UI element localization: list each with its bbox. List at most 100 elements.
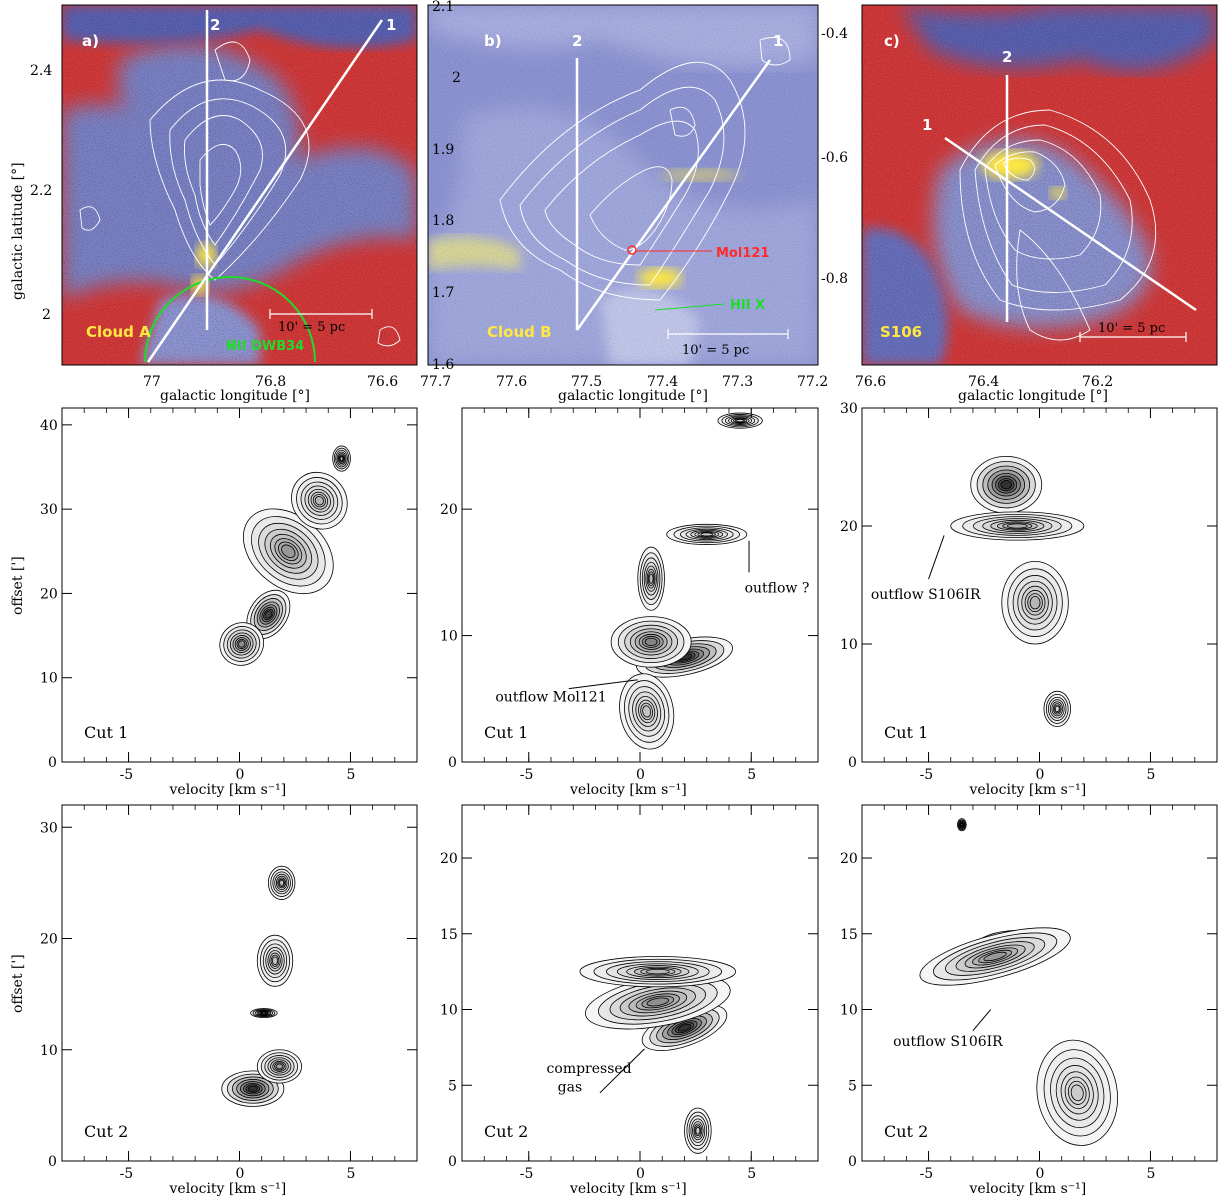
y-tick-label: 0 (48, 1154, 57, 1170)
y-tick: -0.4 (821, 26, 848, 42)
cut-label-2: 2 (210, 16, 220, 34)
annotation-pointer (928, 535, 945, 580)
x-tick-label: -5 (920, 767, 934, 783)
y-tick-label: 10 (40, 1043, 58, 1059)
y-tick-label: 5 (448, 1078, 457, 1094)
cut-label-1: 1 (386, 16, 396, 34)
x-tick: 76.8 (255, 374, 286, 390)
axis-ticks-b: 77.7 77.6 77.5 77.4 77.3 77.2 1.6 1.7 1.… (420, 0, 828, 390)
pv-plot-area (219, 445, 351, 666)
x-tick-label: 0 (236, 767, 245, 783)
y-tick-label: 10 (440, 1003, 458, 1019)
pv-contour-level (247, 1085, 258, 1092)
annotation-pointer (972, 1009, 992, 1032)
x-axis-label: velocity [km s⁻¹] (169, 782, 287, 798)
pv-contour-level (646, 997, 670, 1007)
y-tick-label: 0 (448, 1154, 457, 1170)
y-tick-label: 20 (840, 519, 858, 535)
pv-plot-area (610, 412, 763, 750)
x-tick-label: 0 (636, 1166, 645, 1182)
pv-panel-4: -5 0 5 0 10 20 30 Cut 2 velocity [km s⁻¹] offset … (10, 804, 418, 1197)
y-axis-label: offset ['] (10, 954, 26, 1013)
y-tick-label: 15 (440, 927, 458, 943)
y-tick-label: 10 (840, 637, 858, 653)
mol121-marker (627, 245, 637, 255)
panel-label: b) (484, 32, 502, 50)
panel-label: c) (884, 32, 900, 50)
y-axis-label: galactic latitude [°] (10, 162, 26, 300)
panel-label: a) (82, 32, 99, 50)
pv-annotation: gas (558, 1079, 583, 1095)
pv-plot-area (221, 865, 303, 1107)
map-panel-a: a) 2 1 Cloud A 10' = 5 pc HII DWB34 + 77… (10, 4, 418, 404)
x-axis-label: velocity [km s⁻¹] (569, 782, 687, 798)
map-panel-b: b) 2 1 Cloud B Mol121 HII X 10' = 5 pc 7… (420, 0, 828, 404)
x-tick: 77.4 (647, 374, 678, 390)
x-axis-label: galactic longitude [°] (958, 388, 1108, 404)
y-tick-label: 10 (840, 1003, 858, 1019)
y-tick: -0.8 (821, 271, 848, 287)
pv-contour-level (648, 573, 654, 584)
pv-contour-level (261, 1011, 267, 1015)
cut-line-1 (944, 136, 1197, 312)
pv-contour-level (281, 544, 296, 559)
mol121-label: Mol121 (716, 246, 769, 261)
cloud-name: Cloud A (86, 323, 151, 341)
pv-panel-5: -5 0 5 0 5 10 15 20 Cut 2 velocity [km s⁻¹] compre… (440, 804, 819, 1197)
pv-annotation: outflow S106IR (871, 587, 981, 603)
hii-marker-icon: + (225, 335, 238, 354)
x-tick-label: -5 (120, 1166, 134, 1182)
pv-contour-level (271, 956, 279, 965)
cut-label-1: 1 (773, 32, 783, 50)
y-tick-label: 30 (840, 401, 858, 417)
axis-ticks-c: 76.6 76.4 76.2 -0.4 -0.6 -0.8 (821, 26, 1113, 390)
x-tick: 76.6 (367, 374, 398, 390)
pv-contour-level (1054, 705, 1060, 712)
y-tick-label: 20 (440, 851, 458, 867)
cut-line-1 (146, 19, 384, 363)
pv-contour-level (279, 879, 285, 886)
y-tick-label: 20 (40, 586, 58, 602)
y-tick: 2.2 (30, 183, 52, 199)
x-tick: 76.2 (1082, 374, 1113, 390)
y-tick: 2 (452, 70, 461, 86)
pv-title: Cut 1 (84, 723, 128, 742)
pv-panel-3: -5 0 5 0 10 20 30 Cut 1 velocity [km s⁻¹] outflow… (840, 401, 1218, 798)
pv-title: Cut 2 (84, 1122, 128, 1141)
y-tick-label: 0 (448, 755, 457, 771)
x-tick-label: 5 (747, 1166, 756, 1182)
x-tick-label: 0 (1036, 1166, 1045, 1182)
x-tick: 77.3 (722, 374, 753, 390)
y-tick: 2 (42, 307, 51, 323)
x-axis-label: galactic longitude [°] (558, 388, 708, 404)
pv-contour-level (1029, 596, 1041, 610)
x-tick-label: -5 (920, 1166, 934, 1182)
y-tick-label: 0 (848, 755, 857, 771)
cut-line-1 (575, 59, 772, 331)
axis-ticks-a: 77 76.8 76.6 2 2.2 2.4 (30, 63, 398, 390)
pv-annotation: outflow Mol121 (495, 689, 606, 705)
x-tick-label: 0 (636, 767, 645, 783)
pv-annotation: outflow S106IR (893, 1034, 1003, 1050)
pv-contour-level (642, 705, 652, 718)
x-axis-label: velocity [km s⁻¹] (169, 1181, 287, 1197)
co-contours-c (959, 109, 1157, 341)
y-tick: 2.4 (30, 63, 52, 79)
cut-label-2: 2 (1002, 48, 1012, 66)
y-tick-label: 10 (440, 629, 458, 645)
x-tick: 76.4 (968, 374, 999, 390)
y-tick: -0.6 (821, 150, 848, 166)
x-tick-label: 5 (346, 767, 355, 783)
y-tick: 1.6 (432, 357, 454, 373)
x-tick: 76.6 (855, 374, 886, 390)
y-tick-label: 20 (40, 932, 58, 948)
y-tick-label: 10 (40, 671, 58, 687)
y-tick-label: 5 (848, 1078, 857, 1094)
pv-contour-level (264, 610, 272, 619)
pv-contour-level (1000, 480, 1012, 490)
x-axis-label: velocity [km s⁻¹] (969, 1181, 1087, 1197)
pv-panel-1: -5 0 5 0 10 20 30 40 Cut 1 velocity [km s⁻¹] offse… (10, 407, 418, 798)
pv-contour-level (1070, 1084, 1084, 1102)
annotation-pointer (599, 1048, 645, 1094)
